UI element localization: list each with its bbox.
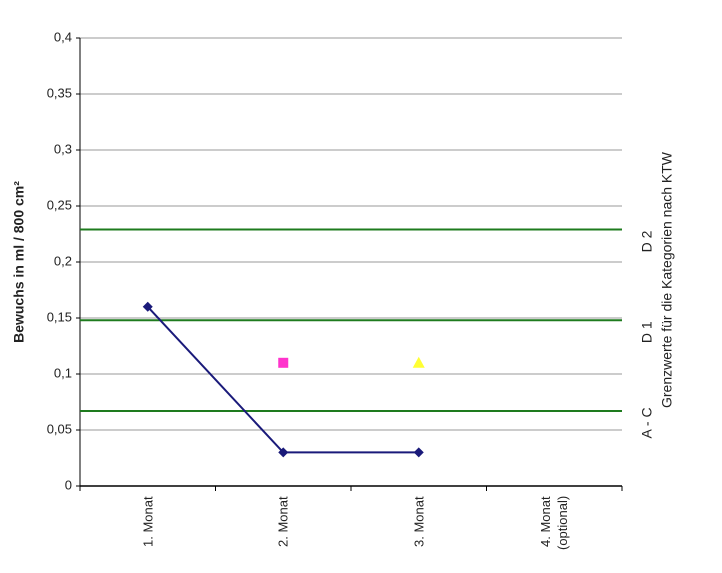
y-tick-label: 0,2: [54, 253, 72, 268]
marker: [278, 357, 289, 368]
marker: [412, 356, 425, 368]
x-tick-label: 1. Monat: [140, 496, 156, 547]
y-tick-label: 0: [65, 477, 72, 492]
y-tick-label: 0,35: [47, 85, 72, 100]
right-axis-title: Grenzwerte für die Kategorien nach KTW: [659, 151, 675, 408]
x-tick-label: 3. Monat: [411, 496, 427, 547]
y-tick-label: 0,4: [54, 29, 72, 44]
threshold-label: A - C: [639, 407, 655, 438]
marker: [278, 447, 289, 458]
threshold-label: D 1: [639, 321, 655, 343]
y-axis-title: Bewuchs in ml / 800 cm²: [11, 181, 27, 343]
y-tick-label: 0,1: [54, 365, 72, 380]
y-tick-label: 0,25: [47, 197, 72, 212]
series-line: [147, 306, 419, 454]
y-tick-label: 0,3: [54, 141, 72, 156]
threshold-label: D 2: [639, 230, 655, 252]
x-tick-label: 2. Monat: [275, 496, 291, 547]
x-tick-label: 4. Monat (optional): [538, 496, 571, 551]
marker: [142, 301, 153, 312]
y-tick-label: 0,15: [47, 309, 72, 324]
marker: [413, 447, 424, 458]
y-tick-label: 0,05: [47, 421, 72, 436]
